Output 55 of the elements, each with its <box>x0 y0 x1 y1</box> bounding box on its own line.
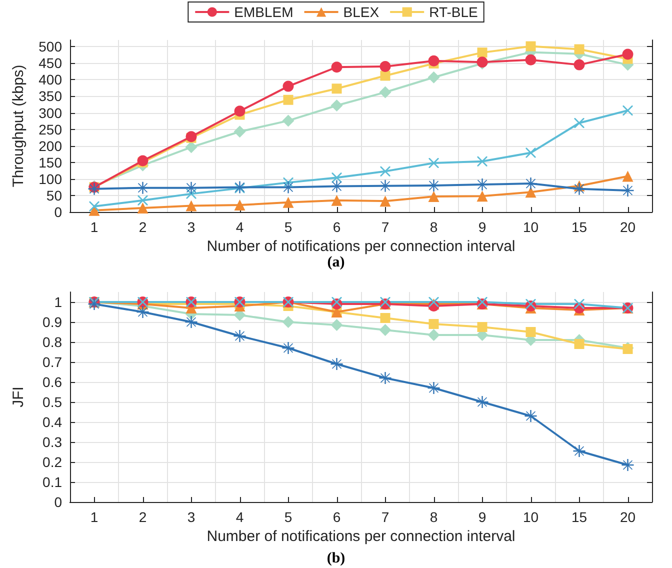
y-tick-label: 150 <box>38 154 62 170</box>
x-tick-label: 20 <box>620 509 636 525</box>
y-tick-label: 0.9 <box>42 314 62 330</box>
y-tick-label: 0.7 <box>42 354 62 370</box>
y-tick-label: 0.4 <box>42 414 62 430</box>
x-tick-label: 8 <box>430 219 438 235</box>
x-tick-label: 6 <box>332 219 341 235</box>
y-tick-label: 0.5 <box>42 394 62 410</box>
y-tick-label: 0.2 <box>42 454 62 470</box>
x-tick-label: 5 <box>284 509 292 525</box>
x-tick-label: 3 <box>187 509 196 525</box>
text: (b) <box>326 550 346 566</box>
x-tick-label: 4 <box>236 509 244 525</box>
y-tick-label: 200 <box>38 138 62 154</box>
x-tick-label: 10 <box>522 219 539 235</box>
y-tick-label: 350 <box>38 88 62 104</box>
y-tick-label: 400 <box>38 72 62 88</box>
x-tick-label: 1 <box>90 219 98 235</box>
y-tick-label: 100 <box>38 170 62 187</box>
x-axis-title: Number of notifications per connection interval <box>206 238 516 255</box>
y-tick-label: 250 <box>38 121 62 138</box>
y-tick-label: 0.6 <box>42 374 62 390</box>
x-tick-label: 2 <box>138 509 147 525</box>
y-axis-title: JFI <box>10 386 27 408</box>
y-tick-label: 50 <box>46 187 62 204</box>
x-tick-label: 9 <box>478 509 486 525</box>
y-tick-label: 500 <box>38 38 62 55</box>
x-axis-title: Number of notifications per connection interval <box>206 528 516 545</box>
x-tick-label: 1 <box>90 509 98 525</box>
x-tick-label: 4 <box>236 219 244 235</box>
y-tick-label: 300 <box>38 104 62 121</box>
x-tick-label: 10 <box>522 509 539 525</box>
x-tick-label: 20 <box>620 219 636 235</box>
x-tick-label: 8 <box>430 509 438 525</box>
y-axis-title: Throughput (kbps) <box>10 64 27 188</box>
x-tick-label: 15 <box>571 219 588 235</box>
x-tick-label: 6 <box>332 509 341 525</box>
legend-label: RT-BLE <box>429 4 478 20</box>
x-tick-label: 2 <box>138 219 147 235</box>
y-tick-label: 0 <box>54 494 62 510</box>
x-tick-label: 15 <box>571 509 588 525</box>
x-tick-label: 5 <box>284 219 292 235</box>
y-tick-label: 0.1 <box>42 474 62 490</box>
legend-label: BLEX <box>343 4 380 20</box>
y-tick-label: 0.3 <box>42 434 62 450</box>
x-tick-label: 9 <box>478 219 486 235</box>
y-tick-label: 1 <box>54 294 62 310</box>
x-tick-label: 7 <box>381 219 390 235</box>
x-tick-label: 7 <box>381 509 390 525</box>
legend-label: EMBLEM <box>234 4 294 20</box>
text: (a) <box>327 254 345 270</box>
y-tick-label: 450 <box>38 55 62 72</box>
y-tick-label: 0 <box>54 204 62 220</box>
y-tick-label: 0.8 <box>42 334 62 350</box>
x-tick-label: 3 <box>187 219 196 235</box>
